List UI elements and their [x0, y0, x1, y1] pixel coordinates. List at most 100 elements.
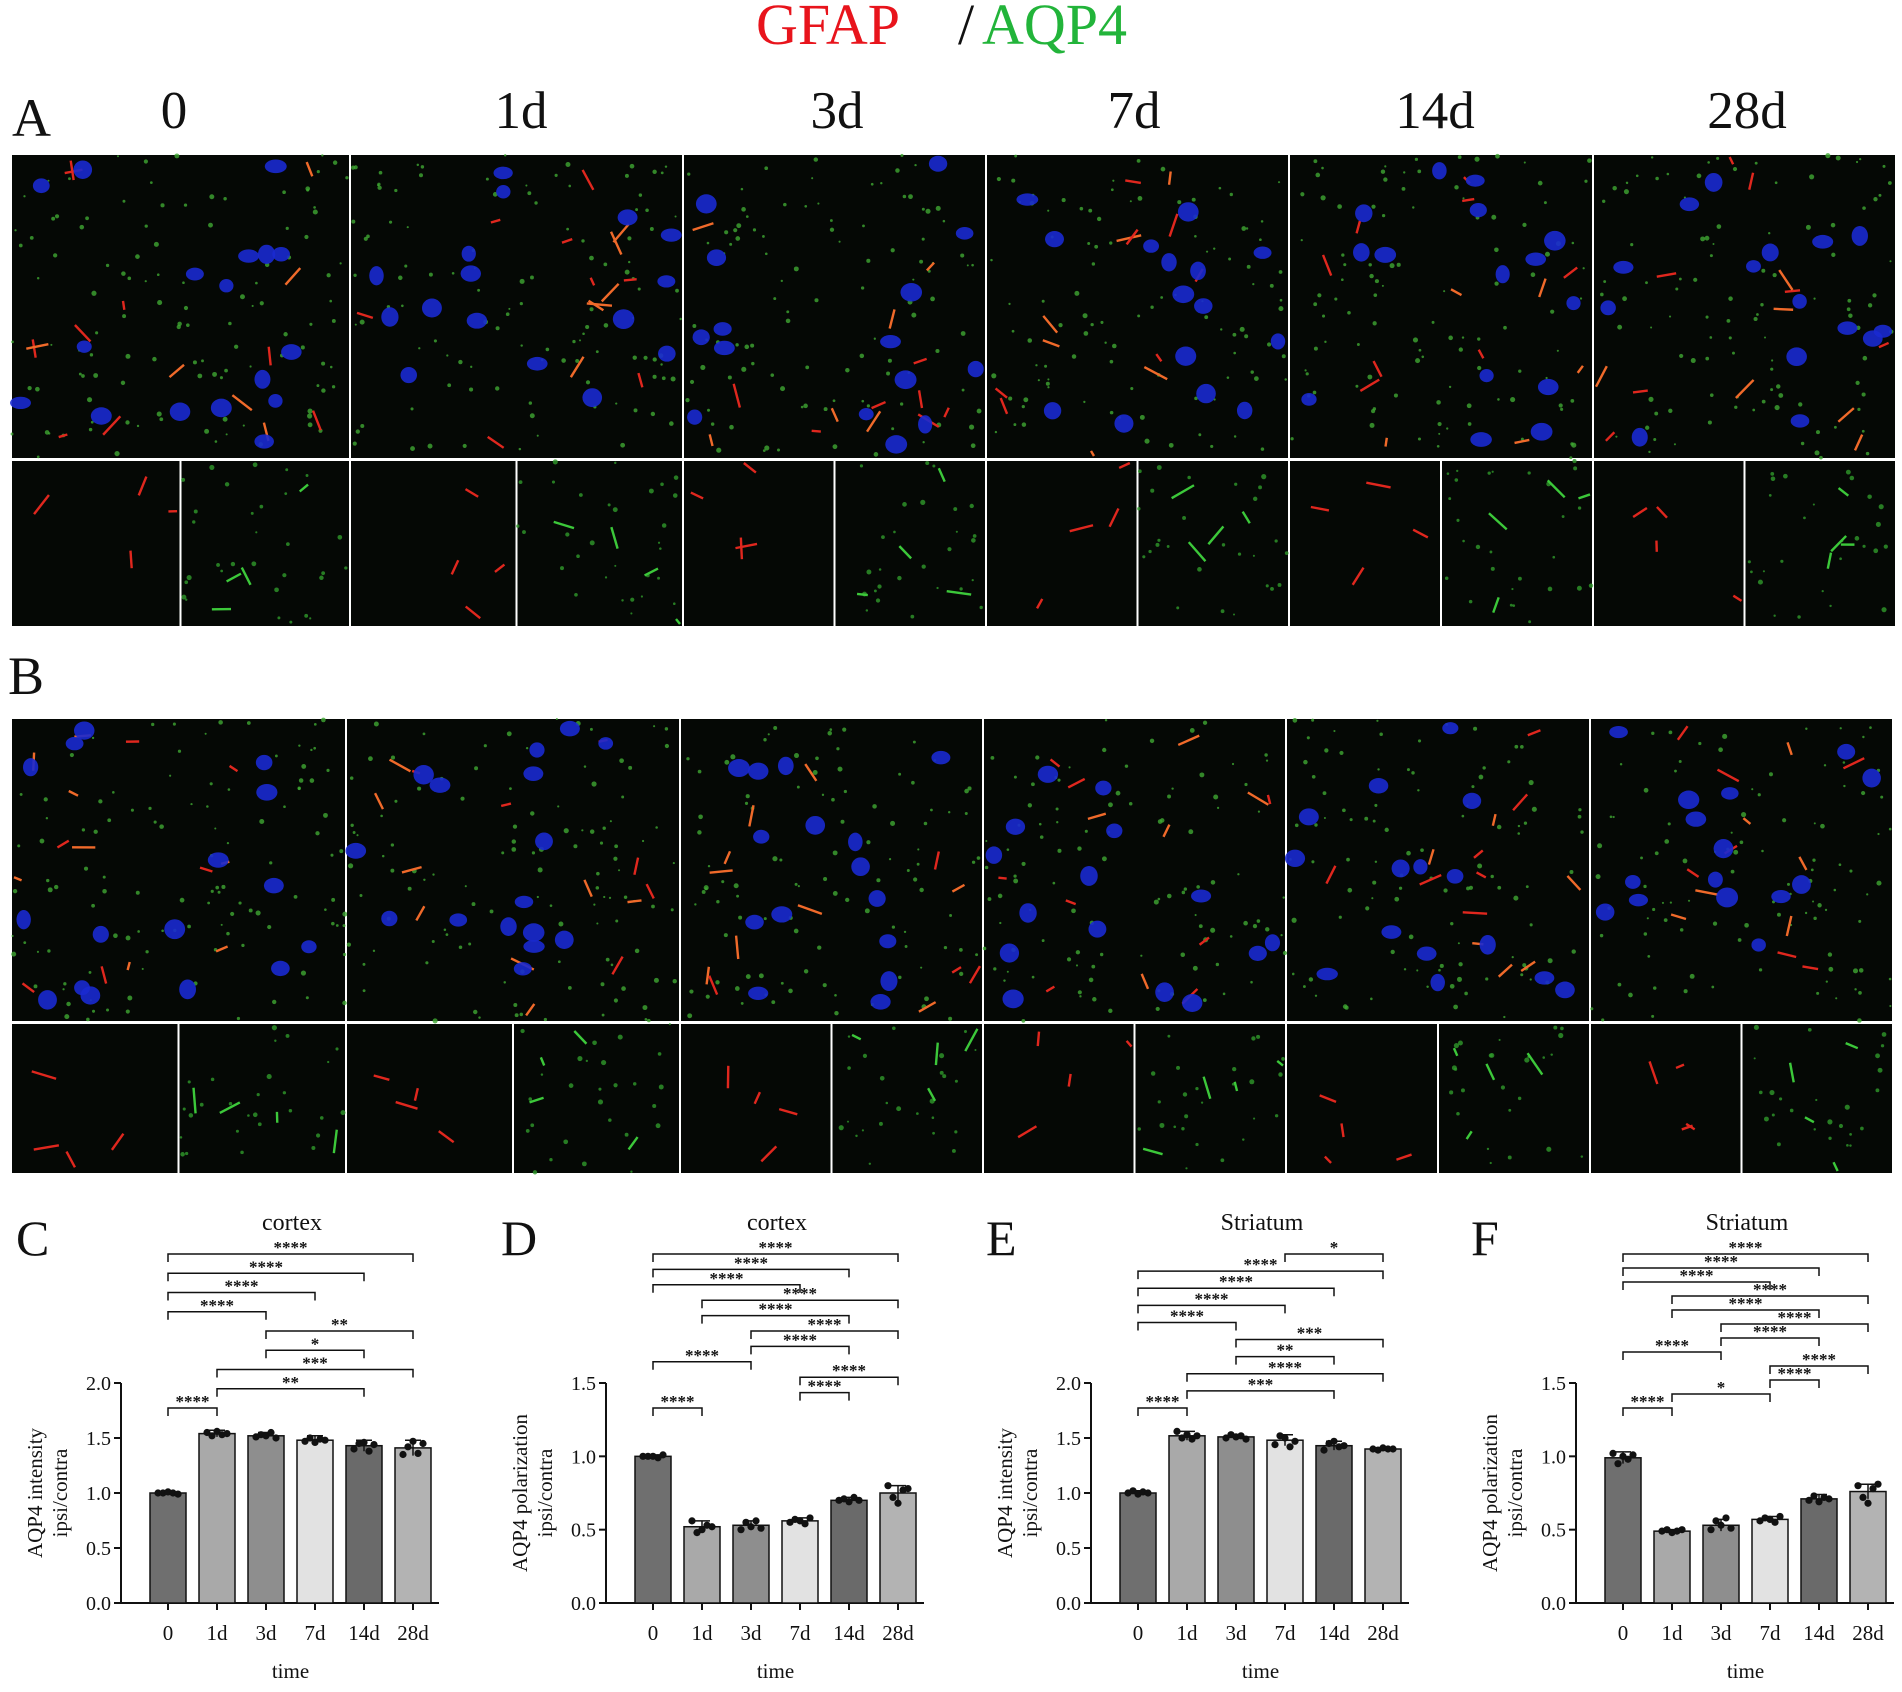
speck	[1532, 807, 1537, 812]
speck	[817, 945, 821, 949]
speck	[804, 969, 808, 973]
speck	[970, 504, 974, 508]
speck	[824, 407, 828, 411]
speck	[356, 834, 358, 836]
speck	[1092, 997, 1096, 1001]
speck	[1710, 254, 1713, 257]
speck	[313, 206, 316, 209]
speck	[1027, 338, 1032, 343]
data-point	[884, 1482, 891, 1489]
speck	[614, 844, 618, 848]
speck	[379, 171, 383, 175]
speck	[216, 563, 220, 567]
nucleus	[400, 367, 417, 383]
speck	[1718, 747, 1723, 752]
speck	[614, 998, 618, 1002]
nucleus	[1837, 321, 1857, 335]
nucleus	[33, 178, 50, 193]
speck	[285, 468, 288, 471]
speck	[935, 349, 939, 353]
x-tick-label: 3d	[741, 1621, 763, 1645]
speck	[1770, 388, 1773, 391]
nucleus	[879, 934, 896, 948]
panel-label: D	[501, 1210, 537, 1266]
speck	[1476, 545, 1480, 549]
y-tick-label: 0.5	[571, 1520, 596, 1542]
speck	[1256, 1035, 1260, 1039]
speck	[942, 1074, 946, 1078]
speck	[131, 809, 134, 812]
speck	[1426, 985, 1428, 987]
speck	[861, 400, 864, 403]
speck	[1266, 759, 1268, 761]
speck	[1022, 405, 1025, 408]
nucleus	[500, 917, 516, 936]
speck	[1317, 293, 1321, 297]
speck	[1664, 839, 1669, 844]
speck	[102, 889, 107, 894]
speck	[224, 369, 228, 373]
speck	[770, 373, 774, 377]
x-tick-label: 0	[648, 1621, 659, 1645]
nucleus	[748, 763, 768, 780]
speck	[1876, 1088, 1880, 1092]
speck	[1211, 880, 1216, 885]
speck	[1222, 543, 1225, 546]
nucleus	[1161, 253, 1176, 271]
data-point	[1286, 1443, 1293, 1450]
speck	[1293, 718, 1298, 723]
speck	[1578, 815, 1582, 819]
speck	[1415, 358, 1420, 363]
speck	[366, 235, 370, 239]
speck	[1158, 1100, 1161, 1103]
x-axis-label: time	[757, 1659, 794, 1683]
speck	[1177, 200, 1181, 204]
speck	[1861, 791, 1865, 795]
data-point	[321, 1437, 328, 1444]
speck	[85, 216, 89, 220]
speck	[330, 366, 333, 369]
nucleus	[918, 415, 932, 433]
speck	[833, 850, 838, 855]
speck	[93, 373, 98, 378]
speck	[337, 535, 342, 540]
speck	[1503, 326, 1507, 330]
speck	[86, 1018, 90, 1022]
significance-label: ****	[249, 1257, 283, 1276]
speck	[154, 821, 157, 824]
speck	[611, 964, 614, 967]
speck	[1490, 1162, 1492, 1164]
speck	[653, 375, 657, 379]
speck	[212, 372, 217, 377]
speck	[932, 464, 935, 467]
speck	[1227, 376, 1230, 379]
nucleus	[1285, 850, 1305, 867]
speck	[1494, 281, 1498, 285]
speck	[652, 170, 656, 174]
speck	[1453, 1005, 1458, 1010]
nucleus	[529, 742, 544, 757]
speck	[1780, 560, 1783, 563]
speck	[84, 867, 88, 871]
nucleus	[1430, 974, 1444, 991]
speck	[1622, 296, 1627, 301]
speck	[1022, 422, 1026, 426]
speck	[1526, 885, 1529, 888]
speck	[1355, 385, 1358, 388]
speck	[1142, 555, 1145, 558]
process	[130, 551, 131, 569]
speck	[1843, 761, 1846, 764]
speck	[1510, 397, 1515, 402]
speck	[633, 355, 637, 359]
x-tick-label: 14d	[1803, 1621, 1835, 1645]
nucleus	[1746, 260, 1761, 273]
x-tick-label: 1d	[1177, 1621, 1199, 1645]
speck	[391, 843, 394, 846]
speck	[51, 217, 55, 221]
y-axis-label: AQP4 intensity	[993, 1427, 1017, 1558]
speck	[1090, 323, 1093, 326]
speck	[150, 181, 153, 184]
speck	[258, 1122, 262, 1126]
nucleus	[885, 435, 907, 453]
speck	[1761, 850, 1764, 853]
